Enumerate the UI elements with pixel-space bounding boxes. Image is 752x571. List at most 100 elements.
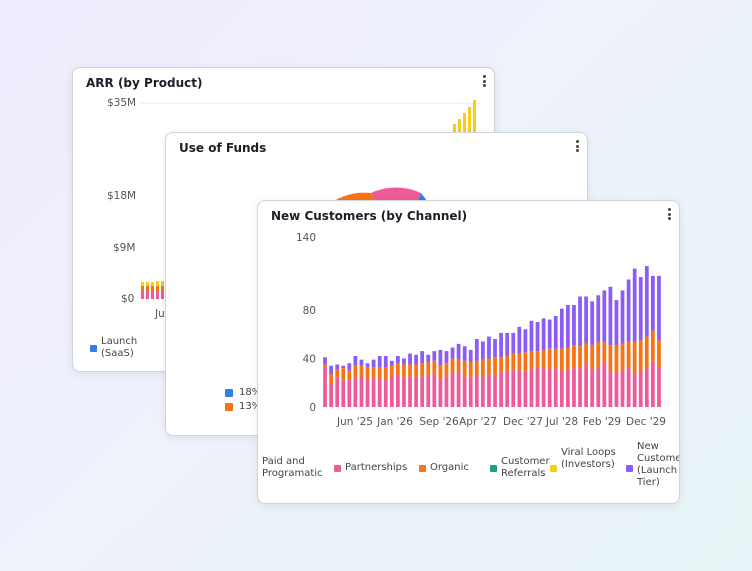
customers-bar-segment: [414, 364, 418, 378]
customers-bar-segment: [383, 366, 388, 380]
customers-bar-segment: [547, 369, 552, 407]
customers-bar-segment: [396, 356, 400, 364]
customers-bar-segment: [365, 363, 370, 367]
customers-bar-segment: [566, 369, 570, 407]
arr-bar-tall: [463, 113, 466, 132]
customers-bar-segment: [335, 369, 340, 378]
customers-bar-segment: [377, 379, 382, 407]
customers-bar-segment: [596, 366, 601, 407]
customers-bar-segment: [383, 379, 388, 407]
arr-bar-tall: [473, 100, 476, 132]
customers-legend-label[interactable]: Paid and Programatic: [262, 456, 323, 479]
customers-bar-segment: [323, 357, 327, 365]
customers-bar-segment: [657, 275, 661, 341]
customers-legend-swatch: [490, 465, 497, 472]
customers-bar-segment: [596, 295, 601, 342]
customers-bar-segment: [426, 375, 431, 407]
arr-bar: [156, 281, 159, 299]
customers-bar-segment: [632, 341, 637, 373]
customers-bar-segment: [359, 365, 364, 376]
customers-bar-segment: [505, 371, 510, 407]
arr-legend-label: Launch (SaaS): [101, 336, 138, 359]
customers-bar-segment: [608, 370, 613, 407]
customers-bar-segment: [432, 351, 437, 361]
funds-card-title: Use of Funds: [179, 141, 267, 155]
customers-bar-segment: [450, 347, 455, 359]
customers-bar-segment: [553, 368, 558, 407]
customers-bar-segment: [426, 354, 431, 363]
customers-legend-swatch: [550, 465, 557, 472]
customers-bar-segment: [396, 363, 400, 375]
customers-bar-segment: [371, 366, 376, 378]
customers-x-tick: Feb '29: [583, 416, 621, 428]
customers-legend-label[interactable]: New Customers (Launch Tier): [637, 441, 679, 488]
customers-bar-segment: [529, 320, 534, 352]
customers-bar-segment: [566, 347, 570, 370]
customers-bar-segment: [505, 332, 510, 356]
customers-bar-segment: [420, 351, 425, 364]
customers-bar-segment: [505, 356, 510, 372]
customers-bar-segment: [456, 343, 461, 360]
customers-bar-segment: [468, 377, 473, 407]
customers-bar-segment: [644, 336, 649, 369]
funds-card-menu-icon[interactable]: [573, 139, 581, 153]
customers-x-tick: Jan '26: [376, 416, 413, 428]
customers-bar-segment: [602, 362, 607, 407]
customers-legend-label[interactable]: Viral Loops (Investors): [561, 447, 616, 470]
customers-bar-segment: [353, 356, 358, 366]
arr-bar-tall: [453, 124, 456, 132]
customers-bar-segment: [578, 296, 582, 347]
customers-bar-segment: [432, 374, 437, 407]
customers-bar-segment: [535, 322, 540, 352]
customers-bar-segment: [365, 379, 370, 407]
customers-bar-segment: [578, 346, 582, 369]
customers-bar-segment: [420, 376, 425, 407]
customers-x-tick: Jun '25: [336, 416, 373, 428]
customers-bar-segment: [444, 376, 449, 407]
customers-bar-segment: [499, 371, 503, 407]
customers-bar-segment: [529, 369, 534, 407]
arr-card-menu-icon[interactable]: [480, 74, 488, 88]
customers-bar-segment: [341, 365, 346, 369]
customers-bar-segment: [541, 318, 546, 350]
customers-bar-segment: [572, 345, 576, 369]
customers-bar-segment: [462, 376, 467, 407]
funds-legend-swatch-blue: [225, 389, 233, 397]
customers-bar-segment: [614, 300, 619, 346]
arr-bar: [161, 281, 164, 299]
customers-bar-segment: [377, 366, 382, 380]
customers-bar-segment: [462, 346, 467, 361]
customers-x-tick: Sep '26: [419, 416, 459, 428]
customers-bar-segment: [584, 364, 588, 407]
customers-bar-segment: [547, 348, 552, 370]
customers-bar-segment: [614, 373, 619, 407]
arr-y-tick-35: $35M: [107, 97, 137, 109]
customers-bar-segment: [493, 357, 497, 376]
customers-bar-segment: [371, 377, 376, 407]
customers-bar-segment: [620, 290, 625, 344]
customers-legend-label[interactable]: Partnerships: [345, 462, 408, 473]
customers-x-tick: Dec '29: [626, 416, 666, 428]
customers-card-menu-icon[interactable]: [665, 207, 673, 221]
arr-bar-tall: [468, 107, 471, 132]
customers-bar-segment: [396, 374, 400, 407]
arr-bar: [146, 282, 149, 299]
customers-legend-label[interactable]: Organic: [430, 462, 469, 473]
customers-bar-segment: [359, 375, 364, 407]
customers-bar-segment: [590, 301, 595, 346]
customers-legend-label[interactable]: Customer Referrals: [501, 456, 550, 479]
customers-y-tick: 140: [296, 232, 316, 244]
funds-legend-label-18: 18%: [239, 387, 262, 398]
arr-gridline: [141, 103, 481, 104]
customers-bar-segment: [620, 369, 625, 407]
customers-bar-segment: [590, 345, 595, 370]
customers-bar-segment: [644, 368, 649, 407]
customers-bar-segment: [468, 349, 473, 363]
customers-bar-segment: [335, 377, 340, 407]
customers-bar-segment: [323, 364, 327, 367]
customers-bar-segment: [632, 373, 637, 407]
customers-bar-segment: [499, 332, 503, 358]
customers-bar-segment: [651, 275, 655, 331]
customers-bar-segment: [389, 360, 394, 366]
customers-bar-segment: [408, 353, 412, 365]
